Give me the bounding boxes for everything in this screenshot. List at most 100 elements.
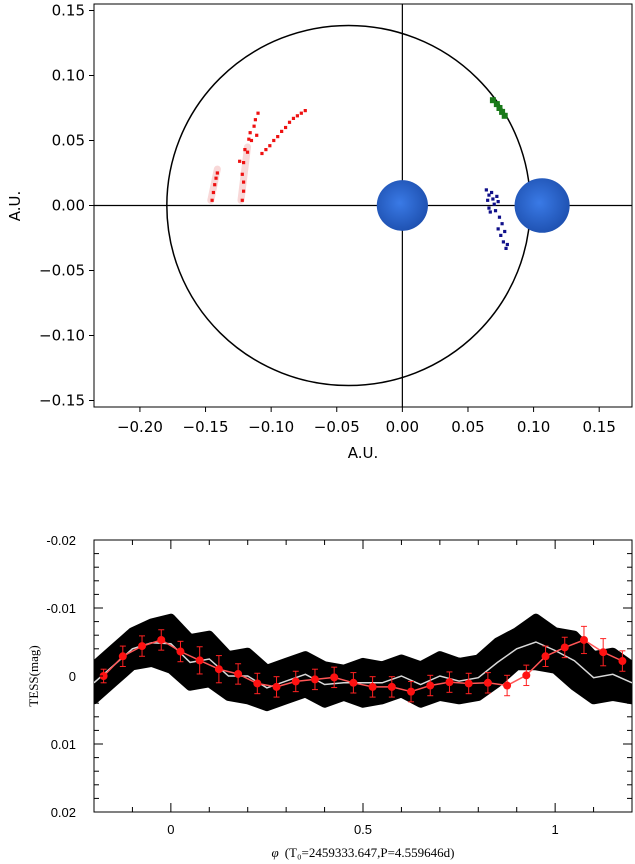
mean-point <box>579 635 588 644</box>
orbit-axes-ticks: −0.20 −0.15 −0.10 −0.05 0.00 0.05 0.10 0.15 0.15… <box>39 2 616 437</box>
spot-point <box>493 101 500 108</box>
y-tick-label: 0.15 <box>52 2 85 20</box>
y-tick-label: 0.05 <box>52 132 85 150</box>
spot-point <box>276 135 280 139</box>
spot-point <box>253 118 257 122</box>
spot-point <box>484 188 488 192</box>
y-tick-label: -0.02 <box>46 533 76 548</box>
spot-point <box>214 176 218 180</box>
spot-point <box>241 180 246 184</box>
spot-point <box>264 148 268 152</box>
spot-point <box>240 172 244 176</box>
spot-point <box>283 125 288 130</box>
mean-point <box>272 682 281 691</box>
y-tick-label: 0.10 <box>52 67 85 85</box>
mean-point <box>214 665 223 674</box>
spot-point <box>241 189 246 193</box>
y-tick-label: 0.01 <box>51 737 76 752</box>
y-tick-label: 0.02 <box>51 805 76 820</box>
spot-point <box>245 150 250 154</box>
x-tick-label: 0 <box>167 822 174 837</box>
x-tick-label: −0.20 <box>117 418 163 436</box>
spot-point <box>499 233 503 237</box>
mean-point <box>426 681 435 690</box>
x-tick-label: 0.15 <box>582 418 615 436</box>
primary-star <box>376 180 428 231</box>
spot-point <box>492 202 496 206</box>
spot-point <box>503 229 507 234</box>
mean-point <box>118 652 127 661</box>
spot-point <box>268 144 272 148</box>
spot-point <box>501 112 508 119</box>
mean-point <box>541 652 550 661</box>
x-tick-label: −0.05 <box>314 418 360 436</box>
mean-point <box>138 642 147 651</box>
spot-point <box>272 138 276 143</box>
spot-point <box>249 138 254 143</box>
spot-point <box>210 198 214 202</box>
spot-point <box>256 111 260 115</box>
spot-point <box>496 227 500 231</box>
spot-point <box>486 198 490 202</box>
spot-point <box>213 183 217 187</box>
light-curve-y-axis-label: TESS(mag) <box>26 645 41 706</box>
y-tick-label: −0.15 <box>39 392 85 410</box>
spot-point <box>211 190 216 195</box>
mean-point <box>291 677 300 686</box>
mean-point <box>522 671 531 680</box>
mean-point <box>195 656 204 665</box>
spot-point <box>501 240 506 244</box>
light-curve-x-axis-note: (T₀=2459333.647,P=4.559646d) <box>285 845 455 860</box>
spot-point <box>491 197 495 201</box>
spot-point <box>495 194 499 198</box>
mean-point <box>387 682 396 691</box>
mean-point <box>99 672 108 680</box>
spot-point <box>240 198 244 202</box>
x-tick-label: −0.10 <box>248 418 294 436</box>
orbit-x-axis-label: A.U. <box>348 444 379 462</box>
mean-curve-line <box>103 639 623 693</box>
mean-point <box>407 687 416 696</box>
spot-point <box>499 108 506 115</box>
mean-point <box>330 673 339 682</box>
x-tick-label: 1 <box>552 822 559 837</box>
mean-point <box>618 657 627 666</box>
mean-point <box>368 682 377 691</box>
x-tick-label: 0.10 <box>517 418 550 436</box>
spot-point <box>303 109 307 113</box>
light-curve-x-axis-label: φ (T₀=2459333.647,P=4.559646d) <box>272 845 455 860</box>
spot-point <box>496 200 500 204</box>
x-tick-label: 0.05 <box>451 418 484 436</box>
spot-point <box>299 111 303 115</box>
spot-point <box>487 193 491 197</box>
secondary-star <box>514 178 570 233</box>
spot-point <box>497 215 502 219</box>
x-tick-label: 0.00 <box>386 418 419 436</box>
orbit-y-axis-label: A.U. <box>6 191 24 222</box>
y-tick-label: −0.05 <box>39 262 85 280</box>
spot-point <box>243 148 247 152</box>
y-tick-label: 0.00 <box>52 197 85 215</box>
spot-point <box>500 222 504 226</box>
spot-point <box>238 159 242 163</box>
orbit-plot-content <box>94 4 632 407</box>
mean-point <box>483 678 492 687</box>
spot-point <box>487 206 491 210</box>
mean-point <box>503 681 512 690</box>
orbit-chart: −0.20 −0.15 −0.10 −0.05 0.00 0.05 0.10 0.15 0.15… <box>6 2 633 462</box>
mean-point <box>157 635 166 644</box>
mean-point <box>464 679 473 688</box>
spot-point <box>247 137 251 141</box>
spot-point <box>260 151 264 156</box>
mean-point <box>349 678 358 687</box>
spot-point <box>489 190 494 195</box>
spot-point <box>248 131 252 135</box>
spot-point <box>280 129 284 133</box>
spot-point <box>215 171 219 175</box>
mean-point <box>234 669 243 678</box>
mean-point <box>599 648 608 657</box>
light-curve-phi-symbol: φ <box>272 845 279 860</box>
spot-point <box>505 242 509 247</box>
spot-point <box>241 161 246 165</box>
